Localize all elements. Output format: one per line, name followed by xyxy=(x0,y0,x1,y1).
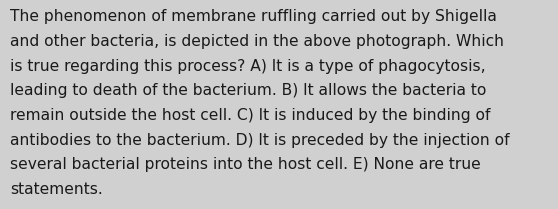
Text: remain outside the host cell. C) It is induced by the binding of: remain outside the host cell. C) It is i… xyxy=(10,108,490,123)
Text: several bacterial proteins into the host cell. E) None are true: several bacterial proteins into the host… xyxy=(10,157,481,172)
Text: is true regarding this process? A) It is a type of phagocytosis,: is true regarding this process? A) It is… xyxy=(10,59,485,74)
Text: antibodies to the bacterium. D) It is preceded by the injection of: antibodies to the bacterium. D) It is pr… xyxy=(10,133,509,148)
Text: and other bacteria, is depicted in the above photograph. Which: and other bacteria, is depicted in the a… xyxy=(10,34,504,49)
Text: leading to death of the bacterium. B) It allows the bacteria to: leading to death of the bacterium. B) It… xyxy=(10,83,487,98)
Text: statements.: statements. xyxy=(10,182,103,197)
Text: The phenomenon of membrane ruffling carried out by Shigella: The phenomenon of membrane ruffling carr… xyxy=(10,9,497,24)
